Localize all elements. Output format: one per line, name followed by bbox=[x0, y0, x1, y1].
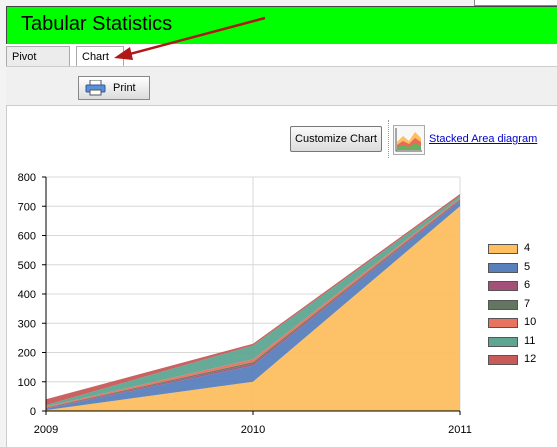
legend-swatch bbox=[488, 336, 518, 347]
y-tick-label: 800 bbox=[18, 172, 36, 184]
title-bar: Tabular Statistics bbox=[6, 6, 557, 44]
legend-label: 4 bbox=[524, 242, 531, 254]
window-title: Tabular Statistics bbox=[21, 13, 173, 35]
legend-swatch bbox=[488, 318, 518, 328]
x-tick-label: 2010 bbox=[241, 424, 265, 436]
y-tick-label: 500 bbox=[18, 260, 36, 272]
y-tick-label: 300 bbox=[18, 318, 36, 330]
legend-label: 10 bbox=[524, 316, 537, 328]
legend-label: 12 bbox=[524, 353, 537, 365]
legend-label: 5 bbox=[524, 260, 531, 273]
window-frame-corner bbox=[474, 0, 557, 6]
y-tick-label: 200 bbox=[18, 348, 36, 360]
chart-type-link[interactable]: Stacked Area diagram bbox=[429, 133, 538, 145]
y-tick-label: 100 bbox=[18, 377, 36, 389]
legend-swatch bbox=[488, 355, 518, 365]
x-tick-label: 2011 bbox=[448, 424, 472, 436]
legend-label: 11 bbox=[524, 334, 536, 347]
annotation-arrow bbox=[114, 16, 266, 60]
legend-swatch bbox=[488, 281, 518, 291]
print-button[interactable]: Print bbox=[78, 76, 150, 100]
area-series-5 bbox=[46, 200, 460, 411]
y-tick-label: 0 bbox=[30, 406, 36, 418]
controls-divider bbox=[388, 120, 389, 158]
legend-label: 6 bbox=[524, 279, 531, 291]
printer-icon bbox=[85, 79, 107, 99]
print-label: Print bbox=[113, 82, 136, 94]
legend-swatch bbox=[488, 262, 518, 273]
legend-swatch bbox=[488, 299, 518, 310]
legend-label: 7 bbox=[524, 297, 531, 310]
y-tick-label: 600 bbox=[18, 231, 36, 243]
legend-swatch bbox=[488, 244, 518, 254]
customize-chart-button[interactable]: Customize Chart bbox=[290, 126, 382, 152]
tab-chart[interactable]: Chart bbox=[76, 46, 124, 66]
y-tick-label: 400 bbox=[18, 289, 36, 301]
y-tick-label: 700 bbox=[18, 201, 36, 213]
area-chart-icon[interactable] bbox=[393, 125, 425, 155]
x-tick-label: 2009 bbox=[34, 424, 58, 436]
toolbar: Print bbox=[6, 66, 557, 106]
area-series-4 bbox=[46, 206, 460, 411]
